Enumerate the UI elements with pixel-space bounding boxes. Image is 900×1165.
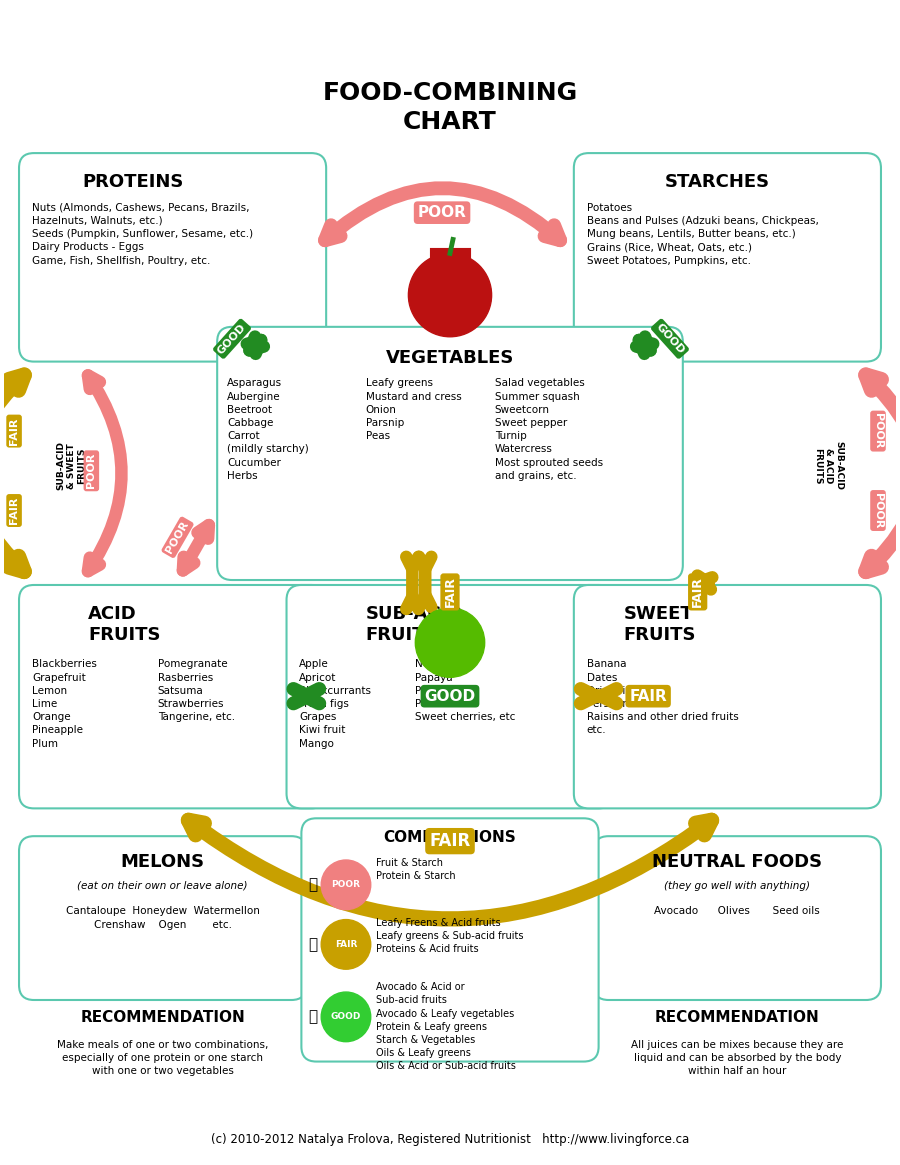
Text: All juices can be mixes because they are
liquid and can be absorbed by the body
: All juices can be mixes because they are… xyxy=(631,1039,843,1076)
FancyArrowPatch shape xyxy=(696,576,712,589)
Text: RECOMMENDATION: RECOMMENDATION xyxy=(655,1010,820,1025)
Circle shape xyxy=(321,993,371,1042)
Text: (they go well with anything): (they go well with anything) xyxy=(664,881,810,891)
FancyBboxPatch shape xyxy=(574,153,881,361)
Text: FAIR: FAIR xyxy=(9,417,19,445)
FancyBboxPatch shape xyxy=(217,327,683,580)
Text: SWEET
FRUITS: SWEET FRUITS xyxy=(624,605,696,643)
FancyArrowPatch shape xyxy=(636,337,653,354)
Text: Leafy greens
Mustard and cress
Onion
Parsnip
Peas: Leafy greens Mustard and cress Onion Par… xyxy=(365,379,462,442)
Text: Salad vegetables
Summer squash
Sweetcorn
Sweet pepper
Turnip
Watercress
Most spr: Salad vegetables Summer squash Sweetcorn… xyxy=(495,379,603,481)
Text: VEGETABLES: VEGETABLES xyxy=(386,348,514,367)
FancyBboxPatch shape xyxy=(19,836,306,1000)
FancyArrowPatch shape xyxy=(0,375,24,572)
Text: Avocado      Olives       Seed oils: Avocado Olives Seed oils xyxy=(654,905,820,916)
Text: GOOD: GOOD xyxy=(425,689,475,704)
Text: MELONS: MELONS xyxy=(121,853,204,871)
Text: Blackberries
Grapefruit
Lemon
Lime
Orange
Pineapple
Plum: Blackberries Grapefruit Lemon Lime Orang… xyxy=(32,659,97,749)
FancyArrowPatch shape xyxy=(183,525,209,571)
FancyArrowPatch shape xyxy=(188,820,712,919)
Text: Make meals of one or two combinations,
especially of one protein or one starch
w: Make meals of one or two combinations, e… xyxy=(57,1039,268,1076)
Text: RECOMMENDATION: RECOMMENDATION xyxy=(80,1010,245,1025)
Text: Leafy Freens & Acid fruits
Leafy greens & Sub-acid fruits
Proteins & Acid fruits: Leafy Freens & Acid fruits Leafy greens … xyxy=(375,918,523,954)
Text: FOOD-COMBINING
CHART: FOOD-COMBINING CHART xyxy=(322,80,578,134)
Text: 🍴: 🍴 xyxy=(309,937,318,952)
FancyArrowPatch shape xyxy=(293,689,320,704)
Text: FAIR: FAIR xyxy=(629,689,667,704)
Text: FAIR: FAIR xyxy=(429,832,471,850)
Text: 🍴: 🍴 xyxy=(309,877,318,892)
Circle shape xyxy=(321,919,371,969)
FancyBboxPatch shape xyxy=(286,585,614,809)
FancyBboxPatch shape xyxy=(19,153,326,361)
Text: STARCHES: STARCHES xyxy=(665,172,770,191)
Circle shape xyxy=(415,608,485,677)
Text: (c) 2010-2012 Natalya Frolova, Registered Nutritionist   http://www.livingforce.: (c) 2010-2012 Natalya Frolova, Registere… xyxy=(211,1132,689,1146)
Text: PROTEINS: PROTEINS xyxy=(82,172,184,191)
Text: GOOD: GOOD xyxy=(216,322,248,355)
Text: Nuts (Almonds, Cashews, Pecans, Brazils,
Hazelnuts, Walnuts, etc.)
Seeds (Pumpki: Nuts (Almonds, Cashews, Pecans, Brazils,… xyxy=(32,203,253,266)
Text: Banana
Dates
Dried figs
Persimmon
Raisins and other dried fruits
etc.: Banana Dates Dried figs Persimmon Raisin… xyxy=(587,659,739,735)
Text: (eat on their own or leave alone): (eat on their own or leave alone) xyxy=(77,881,248,891)
Text: Cantaloupe  Honeydew  Watermellon
Crenshaw    Ogen        etc.: Cantaloupe Honeydew Watermellon Crenshaw… xyxy=(66,905,259,930)
Text: FAIR: FAIR xyxy=(444,577,456,607)
Text: FAIR: FAIR xyxy=(335,940,357,949)
Text: Asparagus
Aubergine
Beetroot
Cabbage
Carrot
(mildly starchy)
Cucumber
Herbs: Asparagus Aubergine Beetroot Cabbage Car… xyxy=(227,379,309,481)
FancyArrowPatch shape xyxy=(866,375,900,572)
Text: Potatoes
Beans and Pulses (Adzuki beans, Chickpeas,
Mung beans, Lentils, Butter : Potatoes Beans and Pulses (Adzuki beans,… xyxy=(587,203,819,266)
Text: COMBINATIONS: COMBINATIONS xyxy=(383,831,517,846)
Text: POOR: POOR xyxy=(873,493,883,528)
FancyBboxPatch shape xyxy=(19,585,326,809)
Text: POOR: POOR xyxy=(873,414,883,449)
FancyArrowPatch shape xyxy=(406,557,419,609)
Text: SUB-ACID
& ACID
FRUITS: SUB-ACID & ACID FRUITS xyxy=(814,442,843,490)
Text: POOR: POOR xyxy=(331,881,361,889)
Text: Avocado & Acid or
Sub-acid fruits
Avocado & Leafy vegetables
Protein & Leafy gre: Avocado & Acid or Sub-acid fruits Avocad… xyxy=(375,982,516,1072)
FancyArrowPatch shape xyxy=(325,189,560,240)
Text: POOR: POOR xyxy=(418,205,466,220)
FancyBboxPatch shape xyxy=(302,818,598,1061)
Text: FAIR: FAIR xyxy=(691,577,704,607)
Text: GOOD: GOOD xyxy=(653,322,686,355)
Text: 🍴: 🍴 xyxy=(309,1009,318,1024)
Text: POOR: POOR xyxy=(86,453,96,488)
Text: POOR: POOR xyxy=(165,520,191,556)
Circle shape xyxy=(409,253,491,337)
Text: Apple
Apricot
Blackcurrants
Fresh figs
Grapes
Kiwi fruit
Mango: Apple Apricot Blackcurrants Fresh figs G… xyxy=(300,659,372,749)
Text: FAIR: FAIR xyxy=(9,496,19,524)
FancyBboxPatch shape xyxy=(574,585,881,809)
Text: Fruit & Starch
Protein & Starch: Fruit & Starch Protein & Starch xyxy=(375,857,455,881)
Text: GOOD: GOOD xyxy=(331,1012,361,1022)
FancyArrowPatch shape xyxy=(580,689,616,704)
FancyArrowPatch shape xyxy=(247,337,264,354)
Text: Pomegranate
Rasberries
Satsuma
Strawberries
Tangerine, etc.: Pomegranate Rasberries Satsuma Strawberr… xyxy=(158,659,235,722)
FancyBboxPatch shape xyxy=(594,836,881,1000)
Circle shape xyxy=(321,860,371,910)
FancyArrowPatch shape xyxy=(419,557,431,607)
Text: ACID
FRUITS: ACID FRUITS xyxy=(88,605,161,643)
FancyArrowPatch shape xyxy=(88,375,122,571)
Text: SUB-ACID
& SWEET
FRUITS: SUB-ACID & SWEET FRUITS xyxy=(57,442,86,490)
Text: NEUTRAL FOODS: NEUTRAL FOODS xyxy=(652,853,823,871)
Text: SUB-ACID
FRUITS: SUB-ACID FRUITS xyxy=(365,605,464,643)
Text: Nectarine
Papaya
Peach
Pear
Sweet cherries, etc: Nectarine Papaya Peach Pear Sweet cherri… xyxy=(415,659,516,722)
